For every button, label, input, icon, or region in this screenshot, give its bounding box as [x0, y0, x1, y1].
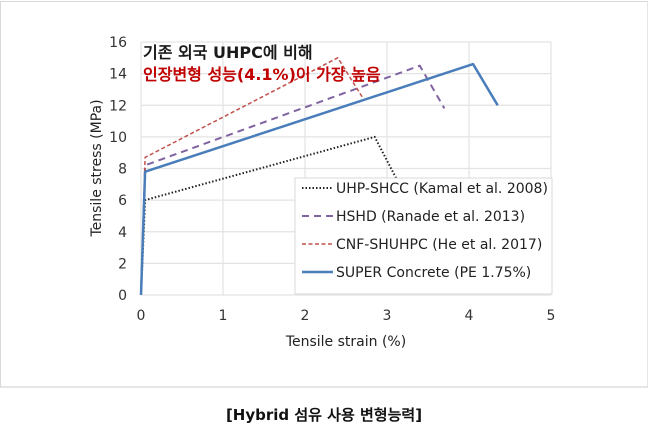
y-tick-label: 6	[118, 193, 127, 209]
x-tick-label: 0	[137, 308, 146, 324]
y-tick-label: 16	[109, 35, 127, 51]
legend-label: CNF-SHUHPC (He et al. 2017)	[336, 237, 542, 253]
x-tick-label: 5	[547, 308, 556, 324]
x-tick-label: 1	[219, 308, 228, 324]
legend-box	[294, 177, 553, 295]
y-axis-ticks: 0 2 4 6 8 10 12 14 16	[109, 35, 127, 304]
legend-label: UHP-SHCC (Kamal et al. 2008)	[336, 181, 548, 197]
annotation-line-2: 인장변형 성능(4.1%)이 가장 높음	[143, 65, 381, 84]
series-line	[139, 62, 499, 296]
y-tick-label: 0	[118, 288, 127, 304]
x-axis-ticks: 0 1 2 3 4 5	[137, 308, 556, 324]
gridlines	[140, 41, 552, 296]
y-tick-label: 8	[118, 162, 127, 178]
y-tick-label: 4	[118, 225, 127, 241]
y-tick-label: 12	[109, 98, 127, 114]
y-axis-title: Tensile stress (MPa)	[89, 99, 105, 237]
y-tick-label: 2	[118, 256, 127, 272]
data-series	[139, 57, 499, 296]
x-tick-label: 2	[301, 308, 310, 324]
x-axis-title: Tensile strain (%)	[285, 334, 406, 350]
legend-label: SUPER Concrete (PE 1.75%)	[336, 265, 531, 281]
x-tick-label: 3	[383, 308, 392, 324]
figure-caption: [Hybrid 섬유 사용 변형능력]	[225, 406, 423, 424]
series-line	[140, 135, 401, 296]
x-tick-label: 4	[465, 308, 474, 324]
y-tick-label: 10	[109, 130, 127, 146]
legend: UHP-SHCC (Kamal et al. 2008) HSHD (Ranade…	[294, 177, 553, 295]
legend-label: HSHD (Ranade et al. 2013)	[336, 209, 525, 225]
y-tick-label: 14	[109, 67, 127, 83]
annotation-line-1: 기존 외국 UHPC에 비해	[143, 43, 313, 62]
